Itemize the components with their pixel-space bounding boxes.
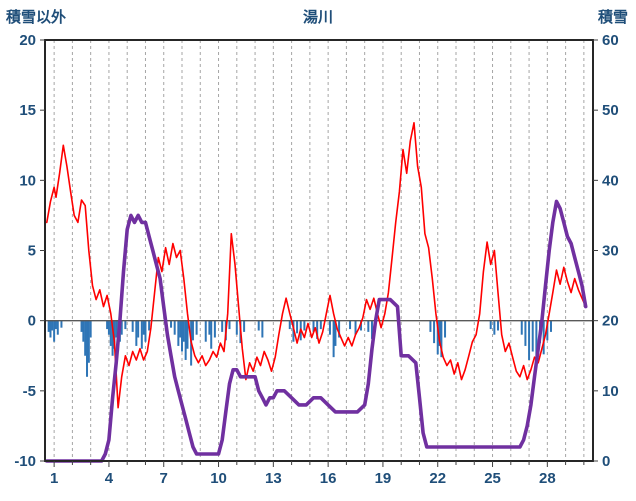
y-left-tick-label: 5 — [28, 243, 36, 260]
x-tick-label: 25 — [484, 470, 501, 487]
y-right-tick-label: 0 — [602, 453, 610, 470]
y-right-tick-label: 50 — [602, 102, 619, 119]
y-left-tick-label: -10 — [14, 453, 36, 470]
x-tick-label: 16 — [320, 470, 337, 487]
vertical-gridlines — [53, 40, 585, 461]
axis-ticks — [40, 39, 598, 467]
x-tick-label: 13 — [265, 470, 282, 487]
temperature-other-than-snow-line — [45, 122, 587, 409]
x-tick-label: 28 — [539, 470, 556, 487]
y-right-tick-label: 60 — [602, 32, 619, 49]
y-left-tick-label: 10 — [19, 172, 36, 189]
snow-depth-line — [44, 199, 588, 463]
right-axis-title: 積雪 — [597, 9, 628, 26]
y-right-tick-label: 20 — [602, 313, 619, 330]
x-tick-label: 22 — [429, 470, 446, 487]
left-axis-title: 積雪以外 — [6, 9, 67, 26]
y-right-tick-label: 40 — [602, 172, 619, 189]
y-left-tick-label: -5 — [23, 383, 36, 400]
x-tick-label: 4 — [105, 470, 114, 487]
x-tick-label: 7 — [160, 470, 168, 487]
y-left-tick-label: 0 — [28, 313, 36, 330]
y-right-tick-label: 30 — [602, 243, 619, 260]
y-right-tick-label: 10 — [602, 383, 619, 400]
y-left-tick-label: 20 — [19, 32, 36, 49]
x-tick-label: 10 — [210, 470, 227, 487]
y-left-tick-label: 15 — [19, 102, 36, 119]
x-tick-label: 19 — [375, 470, 392, 487]
chart-title: 湯川 — [302, 9, 333, 26]
x-tick-label: 1 — [50, 470, 58, 487]
